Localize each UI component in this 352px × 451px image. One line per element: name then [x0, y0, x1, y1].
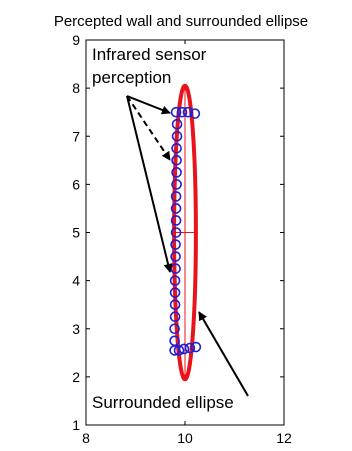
arrow-sensor-top	[126, 95, 171, 115]
y-tick-label: 7	[72, 128, 80, 144]
chart-title: Percepted wall and surrounded ellipse	[54, 13, 308, 30]
sensor-point	[184, 342, 196, 354]
y-tick-label: 8	[72, 80, 80, 96]
sensor-point	[178, 343, 190, 355]
sensor-point	[170, 227, 182, 238]
sensor-point	[171, 179, 182, 190]
sensor-point	[171, 142, 182, 154]
sensor-point	[176, 106, 188, 118]
sensor-point	[182, 106, 194, 118]
ellipse-layer	[172, 83, 198, 382]
sensor-point	[170, 191, 182, 202]
arrow-sensor-bottom	[126, 95, 173, 273]
sensor-point	[171, 130, 183, 142]
x-tick-label: 8	[82, 430, 90, 446]
sensor-point	[171, 167, 182, 178]
y-tick-label: 2	[72, 369, 80, 385]
y-tick-label: 6	[72, 176, 80, 192]
sensor-point	[190, 341, 202, 353]
sensor-point	[171, 155, 182, 166]
annotation-sensor-line2: perception	[92, 68, 171, 87]
annotation-sensor-line1: Infrared sensor	[92, 45, 207, 64]
arrow-sensor-mid-dashed	[126, 95, 171, 161]
y-tick-label: 4	[72, 273, 80, 289]
sensor-point	[189, 108, 201, 119]
sensor-point	[173, 345, 185, 356]
sensor-point	[170, 203, 182, 214]
sensor-point	[169, 311, 181, 323]
sensor-point	[170, 106, 182, 118]
y-tick-label: 1	[72, 417, 80, 433]
sensor-point	[170, 215, 182, 226]
sensor-point	[169, 287, 181, 298]
sensor-point	[169, 323, 180, 335]
sensor-point	[169, 275, 181, 286]
sensor-point	[170, 239, 181, 250]
annotation-ellipse-label: Surrounded ellipse	[92, 393, 234, 412]
x-tick-label: 12	[276, 430, 292, 446]
arrow-ellipse	[198, 311, 249, 397]
sensor-points-layer	[169, 106, 202, 356]
x-tick-label: 10	[177, 430, 193, 446]
sensor-point	[170, 251, 181, 262]
sensor-point	[169, 299, 181, 310]
y-tick-label: 5	[72, 225, 80, 241]
y-tick-label: 9	[72, 32, 80, 48]
y-tick-label: 3	[72, 321, 80, 337]
sensor-point	[171, 118, 183, 130]
